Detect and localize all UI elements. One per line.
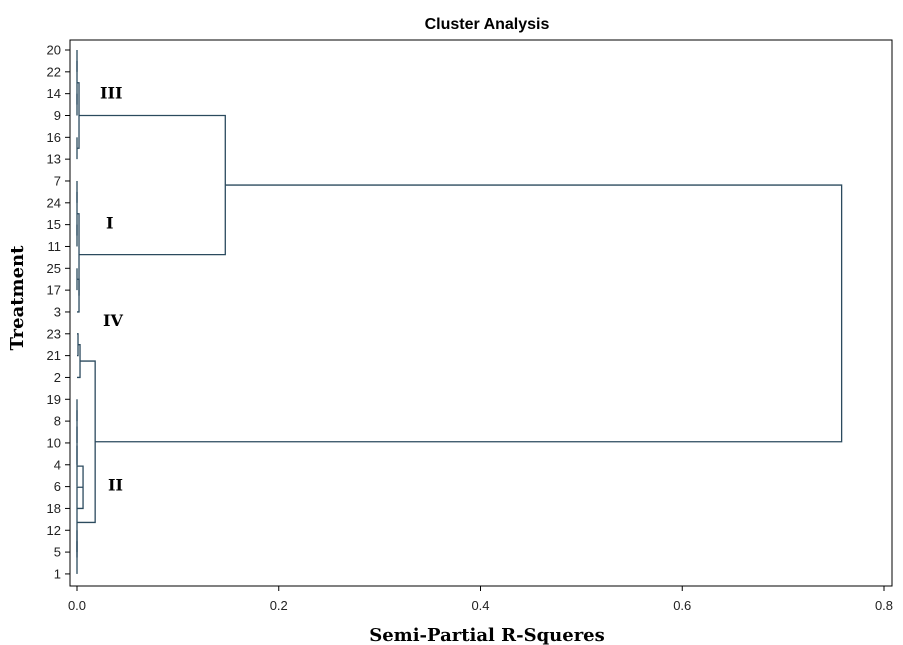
- dendrogram-link: [77, 213, 80, 296]
- y-tick-label: 7: [54, 173, 61, 188]
- y-tick-label: 8: [54, 414, 61, 429]
- x-axis-ticks: 0.0 0.2 0.4 0.6 0.8: [68, 586, 893, 613]
- plot-frame: [69, 39, 893, 587]
- x-tick-label: 0.6: [673, 598, 691, 613]
- dendrogram-link: [77, 333, 79, 357]
- x-tick-label: 0.2: [270, 598, 288, 613]
- x-tick-label: 0.0: [68, 598, 86, 613]
- dendrogram-link: [76, 486, 84, 558]
- y-tick-label: 16: [47, 130, 61, 145]
- y-tick-label: 10: [47, 435, 61, 450]
- dendrogram-link: [95, 184, 843, 443]
- dendrogram-links: [76, 50, 843, 574]
- y-tick-label: 25: [47, 261, 61, 276]
- y-tick-label: 1: [54, 566, 61, 581]
- cluster-label-iv: IV: [103, 311, 123, 330]
- y-tick-label: 15: [47, 217, 61, 232]
- y-axis-label: Treatment: [7, 245, 28, 351]
- y-tick-label: 13: [47, 152, 61, 167]
- y-tick-label: 12: [47, 523, 61, 538]
- y-tick-label: 20: [47, 43, 61, 58]
- y-tick-label: 3: [54, 304, 61, 319]
- y-axis-ticks: 20 22 14 9 16 13 7 24 15 11 25 17 3 23 21 2 19 8 10 4 6 18 12 5…: [47, 43, 70, 581]
- y-tick-label: 17: [47, 283, 61, 298]
- dendrogram-link: [79, 114, 226, 256]
- y-tick-label: 14: [47, 86, 61, 101]
- x-tick-label: 0.8: [875, 598, 893, 613]
- y-tick-label: 2: [54, 370, 61, 385]
- y-tick-label: 6: [54, 479, 61, 494]
- cluster-label-ii: II: [108, 476, 123, 495]
- y-tick-label: 18: [47, 501, 61, 516]
- x-tick-label: 0.4: [471, 598, 489, 613]
- y-tick-label: 24: [47, 195, 61, 210]
- y-tick-label: 5: [54, 545, 61, 560]
- y-tick-label: 11: [48, 239, 62, 254]
- chart-title: Cluster Analysis: [425, 16, 550, 33]
- y-tick-label: 4: [54, 457, 61, 472]
- y-tick-label: 19: [47, 392, 61, 407]
- y-tick-label: 22: [47, 64, 61, 79]
- y-tick-label: 21: [47, 348, 61, 363]
- cluster-label-i: I: [106, 214, 113, 233]
- y-tick-label: 23: [47, 326, 61, 341]
- cluster-label-iii: III: [100, 84, 122, 103]
- x-axis-label: Semi-Partial R-Squeres: [369, 625, 605, 645]
- y-tick-label: 9: [54, 108, 61, 123]
- dendrogram-link: [77, 360, 96, 524]
